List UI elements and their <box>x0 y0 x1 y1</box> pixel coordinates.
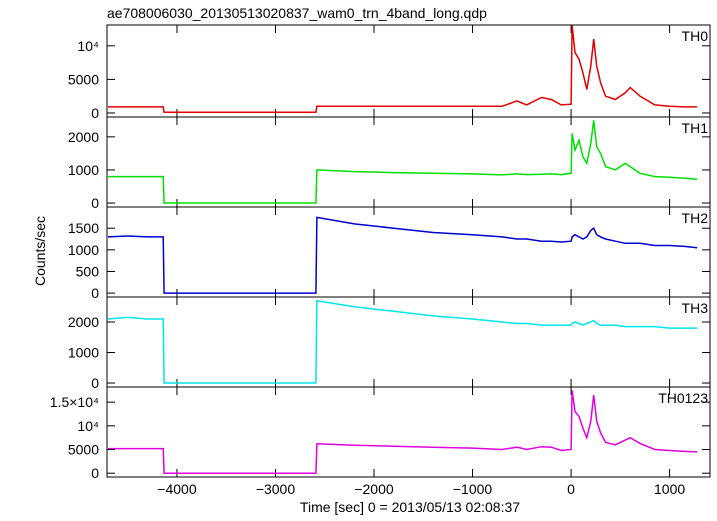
y-tick-label: 10⁴ <box>77 38 99 54</box>
x-tick-label: −2000 <box>354 481 394 497</box>
x-tick-label: −3000 <box>256 481 296 497</box>
y-tick-label: 500 <box>76 263 100 279</box>
y-tick-label: 0 <box>91 195 99 211</box>
y-tick-label: 1000 <box>68 345 99 361</box>
y-tick-label: 2000 <box>68 129 99 145</box>
y-tick-label: 1000 <box>68 162 99 178</box>
panel-frame <box>106 386 711 478</box>
y-tick-label: 5000 <box>68 71 99 87</box>
y-tick-label: 1.5×10⁴ <box>50 394 99 410</box>
y-tick-label: 5000 <box>68 442 99 458</box>
panel-frame <box>106 296 711 388</box>
y-tick-label: 0 <box>91 375 99 391</box>
panel-frame <box>106 116 711 208</box>
y-tick-label: 10⁴ <box>77 418 99 434</box>
panel-label: TH0123 <box>658 390 708 406</box>
y-tick-label: 2000 <box>68 314 99 330</box>
panel-frame <box>106 24 711 118</box>
panel-frame <box>106 206 711 298</box>
x-tick-label: −4000 <box>157 481 197 497</box>
panel-label: TH2 <box>682 210 709 226</box>
y-tick-label: 0 <box>91 465 99 481</box>
x-axis-label: Time [sec] 0 = 2013/05/13 02:08:37 <box>300 499 520 515</box>
panel-label: TH0 <box>682 28 709 44</box>
light-curve <box>107 216 698 294</box>
y-tick-label: 1500 <box>68 220 99 236</box>
light-curve <box>108 25 698 114</box>
panel-label: TH3 <box>682 300 709 316</box>
x-tick-label: −1000 <box>453 481 493 497</box>
x-tick-label: 0 <box>567 481 575 497</box>
light-curve <box>108 390 698 474</box>
light-curve <box>108 120 698 204</box>
y-tick-label: 1000 <box>68 242 99 258</box>
y-axis-label: Counts/sec <box>32 216 48 286</box>
chart-title: ae708006030_20130513020837_wam0_trn_4ban… <box>107 5 487 21</box>
light-curve <box>107 299 698 384</box>
panel-label: TH1 <box>682 120 709 136</box>
x-tick-label: 1000 <box>654 481 685 497</box>
y-tick-label: 0 <box>91 105 99 121</box>
y-tick-label: 0 <box>91 285 99 301</box>
